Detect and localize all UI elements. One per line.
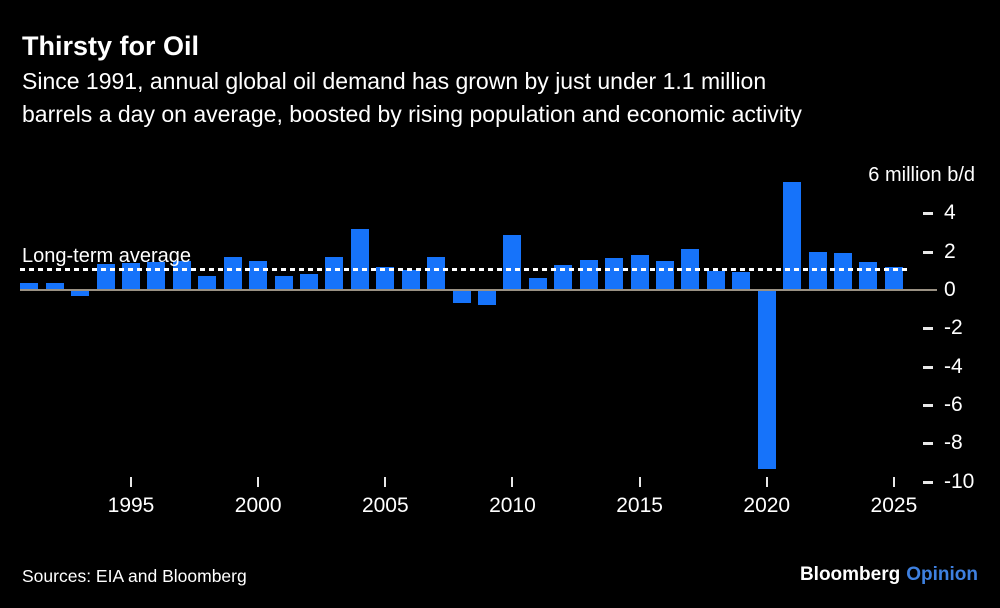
y-tick-mark-2 (923, 250, 933, 254)
bar-1993 (71, 291, 90, 296)
source-note: Sources: EIA and Bloomberg (22, 566, 247, 586)
chart-subtitle-line1: Since 1991, annual global oil demand has… (22, 68, 767, 94)
y-tick-mark--6 (923, 404, 933, 408)
y-tick-label--8: -8 (944, 431, 963, 455)
y-tick-label-2: 2 (944, 239, 956, 263)
y-tick-label--10: -10 (944, 469, 975, 493)
bar-1998 (198, 275, 217, 290)
bar-2018 (706, 270, 725, 290)
bar-2006 (401, 269, 420, 290)
x-tick-label-2025: 2025 (870, 494, 918, 517)
chart-subtitle-line2: barrels a day on average, boosted by ris… (22, 101, 802, 127)
bar-2002 (300, 273, 318, 290)
x-axis-zero-line (20, 289, 937, 291)
x-tick-label-1995: 1995 (107, 494, 155, 517)
bar-2010 (503, 235, 522, 290)
brand-bloomberg: Bloomberg (799, 564, 901, 585)
bar-1991 (20, 283, 39, 290)
y-tick-mark--8 (923, 442, 933, 446)
x-tick-label-2015: 2015 (616, 494, 663, 517)
bar-2008 (452, 291, 471, 303)
long-term-average-label: Long-term average (22, 245, 191, 267)
bar-2016 (656, 261, 675, 290)
bar-2005 (376, 266, 395, 290)
y-tick-mark-4 (923, 212, 933, 216)
x-tick-label-2000: 2000 (234, 494, 282, 517)
y-tick-label--4: -4 (944, 354, 963, 378)
bar-2014 (605, 258, 624, 290)
bar-2011 (528, 277, 547, 290)
bar-2023 (834, 252, 853, 290)
x-tick-mark-2010 (511, 477, 514, 487)
chart-title: Thirsty for Oil (22, 31, 200, 61)
bar-2019 (732, 271, 751, 290)
bloomberg-opinion-logo: Bloomberg Opinion (800, 564, 978, 586)
x-tick-mark-2025 (892, 477, 895, 487)
bar-1992 (45, 283, 64, 290)
y-tick-mark--10 (923, 480, 933, 484)
chart-subtitle: Since 1991, annual global oil demand has… (22, 65, 802, 131)
x-tick-label-2005: 2005 (361, 494, 409, 517)
x-tick-mark-2005 (384, 477, 387, 487)
y-tick-mark--4 (923, 365, 933, 369)
x-tick-label-2010: 2010 (489, 494, 536, 517)
y-tick-label-4: 4 (944, 201, 956, 225)
x-tick-mark-2015 (638, 477, 641, 487)
y-axis-unit-label: 6 million b/d (868, 164, 975, 186)
brand-opinion: Opinion (906, 564, 978, 585)
y-tick-label-0: 0 (944, 278, 956, 301)
bar-2009 (478, 291, 497, 306)
bar-2003 (325, 257, 344, 290)
bar-2000 (249, 261, 268, 290)
bar-1999 (223, 257, 242, 290)
bar-2025 (884, 266, 903, 290)
bar-2012 (554, 265, 573, 290)
y-tick-label--6: -6 (944, 393, 963, 417)
bar-2021 (783, 181, 802, 290)
x-tick-mark-2020 (765, 477, 768, 487)
x-tick-mark-2000 (257, 477, 260, 487)
x-tick-mark-1995 (130, 477, 132, 487)
bar-2024 (859, 262, 878, 290)
bar-2013 (579, 260, 598, 290)
bar-2001 (274, 275, 293, 290)
y-tick-mark--2 (923, 327, 933, 331)
long-term-average-line (20, 267, 908, 271)
bar-2015 (630, 254, 649, 290)
bar-2020 (757, 291, 776, 470)
bar-2004 (350, 228, 369, 290)
y-tick-label--2: -2 (944, 316, 963, 340)
bar-2007 (427, 257, 446, 290)
x-tick-label-2020: 2020 (743, 494, 791, 517)
